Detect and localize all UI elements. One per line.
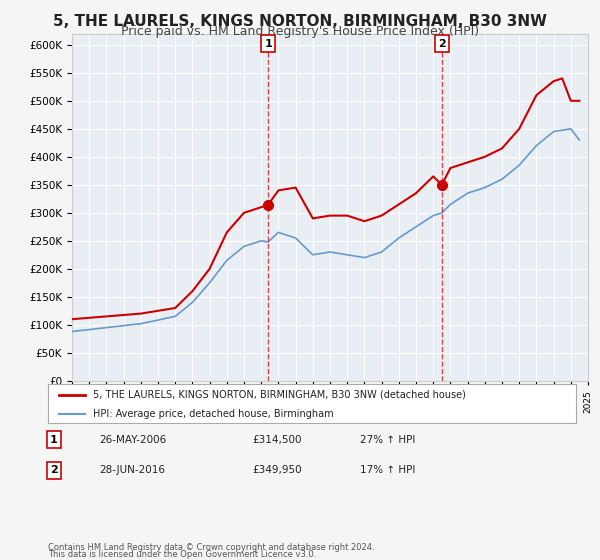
Text: HPI: Average price, detached house, Birmingham: HPI: Average price, detached house, Birm… xyxy=(93,409,334,419)
Text: 1: 1 xyxy=(264,39,272,49)
Text: Contains HM Land Registry data © Crown copyright and database right 2024.: Contains HM Land Registry data © Crown c… xyxy=(48,543,374,552)
Text: 27% ↑ HPI: 27% ↑ HPI xyxy=(360,435,415,445)
Text: 5, THE LAURELS, KINGS NORTON, BIRMINGHAM, B30 3NW: 5, THE LAURELS, KINGS NORTON, BIRMINGHAM… xyxy=(53,14,547,29)
Text: £349,950: £349,950 xyxy=(252,465,302,475)
Text: Price paid vs. HM Land Registry's House Price Index (HPI): Price paid vs. HM Land Registry's House … xyxy=(121,25,479,38)
Text: 17% ↑ HPI: 17% ↑ HPI xyxy=(360,465,415,475)
Text: £314,500: £314,500 xyxy=(252,435,302,445)
Text: 26-MAY-2006: 26-MAY-2006 xyxy=(99,435,166,445)
Text: 2: 2 xyxy=(50,465,58,475)
Text: 1: 1 xyxy=(50,435,58,445)
Text: This data is licensed under the Open Government Licence v3.0.: This data is licensed under the Open Gov… xyxy=(48,550,316,559)
Text: 5, THE LAURELS, KINGS NORTON, BIRMINGHAM, B30 3NW (detached house): 5, THE LAURELS, KINGS NORTON, BIRMINGHAM… xyxy=(93,390,466,400)
Text: 2: 2 xyxy=(438,39,446,49)
Text: 28-JUN-2016: 28-JUN-2016 xyxy=(99,465,165,475)
